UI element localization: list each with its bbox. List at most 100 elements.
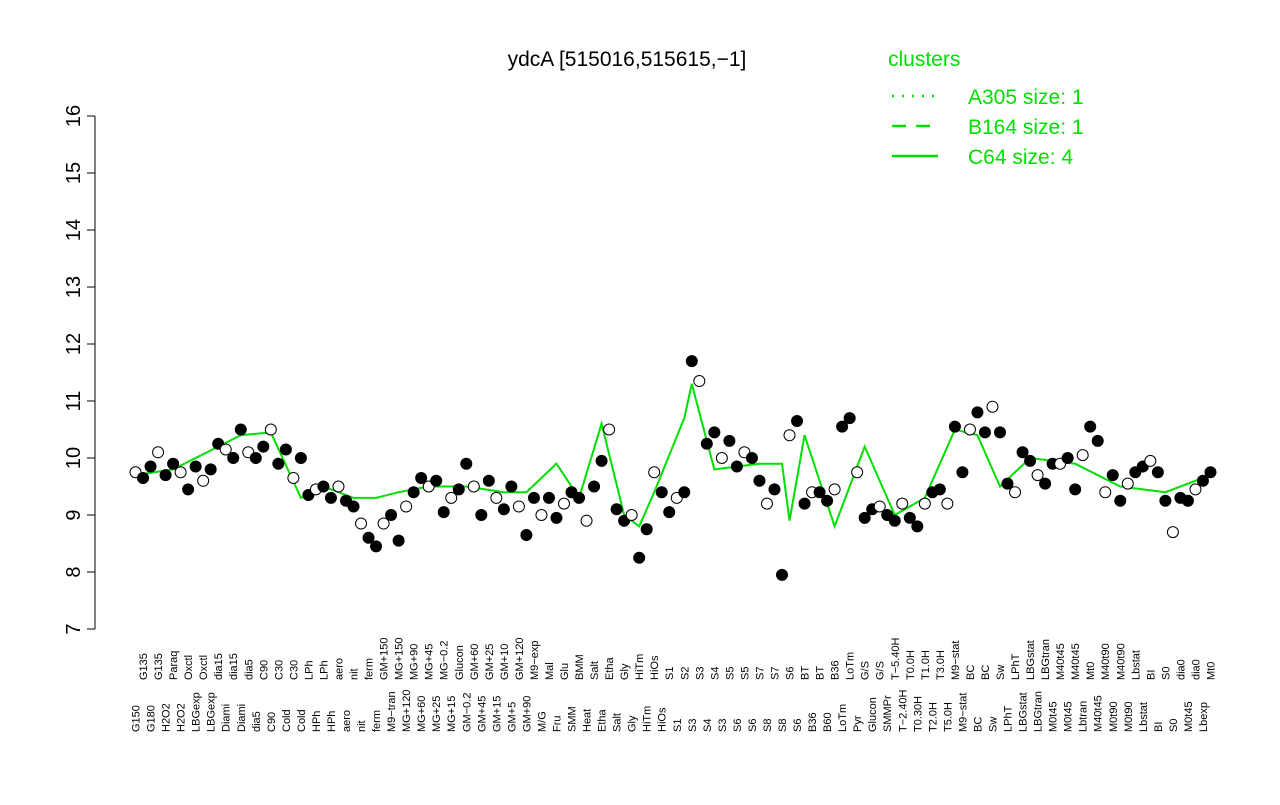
x-tick-label: BT	[815, 666, 827, 680]
x-tick-label: LPh	[318, 660, 330, 680]
x-tick-label: B36	[830, 660, 842, 680]
point	[294, 452, 307, 464]
x-tick-label: Etha	[597, 708, 609, 732]
point	[858, 511, 871, 524]
point	[971, 406, 984, 419]
point	[520, 528, 533, 541]
x-tick-label: Paraq	[168, 651, 180, 680]
x-tick-label: nit	[349, 668, 361, 680]
point	[490, 491, 503, 504]
x-tick-label: Glu	[559, 663, 571, 680]
point	[745, 452, 758, 464]
point	[475, 509, 488, 521]
point	[174, 466, 187, 479]
point	[1069, 483, 1082, 496]
x-tick-label: M0t45	[1183, 701, 1195, 732]
x-tick-label: Pyr	[852, 715, 864, 732]
point	[377, 517, 390, 530]
point	[798, 497, 811, 510]
point	[512, 500, 525, 513]
point	[452, 483, 465, 496]
point	[167, 457, 180, 470]
point	[527, 491, 540, 504]
x-tick-label: Diami	[236, 704, 248, 732]
x-tick-label: Etha	[604, 656, 616, 680]
x-tick-label: H2O2	[161, 703, 173, 732]
y-tick-label: 10	[63, 447, 85, 469]
point	[347, 500, 360, 513]
point	[385, 509, 398, 521]
y-tick-label: 16	[63, 105, 85, 127]
x-tick-label: G/S	[875, 661, 887, 680]
x-tick-label: M9−stat	[957, 693, 969, 732]
x-tick-label: M40t45	[1070, 643, 1082, 680]
x-tick-label: aero	[341, 710, 353, 732]
x-tick-label: Lbstat	[1130, 650, 1142, 680]
point	[828, 483, 841, 496]
x-tick-label: BI	[1145, 670, 1157, 680]
x-tick-label: HiOs	[649, 655, 661, 680]
point	[753, 474, 766, 487]
point	[963, 423, 976, 436]
point	[467, 480, 480, 493]
x-tick-label: BI	[1153, 722, 1165, 732]
x-tick-label: BMM	[574, 654, 586, 680]
x-tick-label: LoTm	[837, 704, 849, 732]
x-tick-label: MG+25	[431, 696, 443, 732]
point	[1001, 477, 1014, 490]
x-tick-label: LPhT	[1003, 705, 1015, 732]
point	[776, 568, 788, 581]
point	[542, 491, 555, 504]
x-tick-label: BC	[965, 665, 977, 680]
point	[978, 426, 991, 439]
x-tick-label: LPh	[303, 660, 315, 680]
x-tick-label: GM+5	[506, 702, 518, 732]
point	[994, 426, 1006, 439]
x-tick-label: Heat	[582, 709, 594, 732]
point	[1016, 446, 1029, 459]
x-tick-label: HPh	[326, 711, 338, 732]
x-tick-label: SMM	[567, 706, 579, 732]
point	[730, 460, 743, 473]
x-tick-label: MG−0.2	[439, 641, 451, 680]
point	[415, 471, 428, 484]
point	[986, 400, 999, 413]
y-tick-label: 14	[63, 219, 85, 241]
x-tick-label: HPh	[311, 711, 323, 732]
x-tick-label: dia0	[1175, 659, 1187, 680]
point	[182, 483, 195, 496]
point	[768, 483, 781, 496]
point	[836, 420, 849, 433]
x-tick-label: Lbstat	[1138, 702, 1150, 732]
x-tick-label: BT	[800, 666, 812, 680]
x-tick-label: HiTm	[634, 654, 646, 680]
point	[137, 471, 150, 484]
x-tick-label: S3	[717, 719, 729, 732]
x-tick-label: M/G	[536, 711, 548, 732]
x-tick-label: M9−exp	[529, 641, 541, 680]
y-tick-label: 8	[63, 566, 85, 577]
point	[1196, 474, 1209, 487]
point	[460, 457, 473, 470]
point	[888, 514, 901, 527]
x-tick-label: S0	[1168, 719, 1180, 732]
x-tick-label: MG+60	[416, 696, 428, 732]
point	[648, 466, 661, 479]
point	[625, 509, 638, 521]
x-tick-label: HiTm	[642, 706, 654, 732]
y-tick-label: 7	[63, 623, 85, 634]
x-tick-label: M40t90	[1115, 643, 1127, 680]
x-tick-label: Oxctl	[183, 655, 195, 680]
point	[1166, 526, 1179, 539]
x-tick-label: LBGtran	[1033, 691, 1045, 732]
x-tick-label: GM+90	[521, 696, 533, 732]
x-tick-label: G150	[131, 705, 143, 732]
point	[249, 452, 262, 464]
point	[1009, 486, 1022, 499]
x-tick-label: Glucon	[454, 645, 466, 680]
x-tick-label: GM+60	[469, 644, 481, 680]
y-tick-label: 13	[63, 276, 85, 298]
point	[573, 491, 586, 504]
point	[633, 551, 646, 564]
x-tick-label: GM+25	[484, 644, 496, 680]
